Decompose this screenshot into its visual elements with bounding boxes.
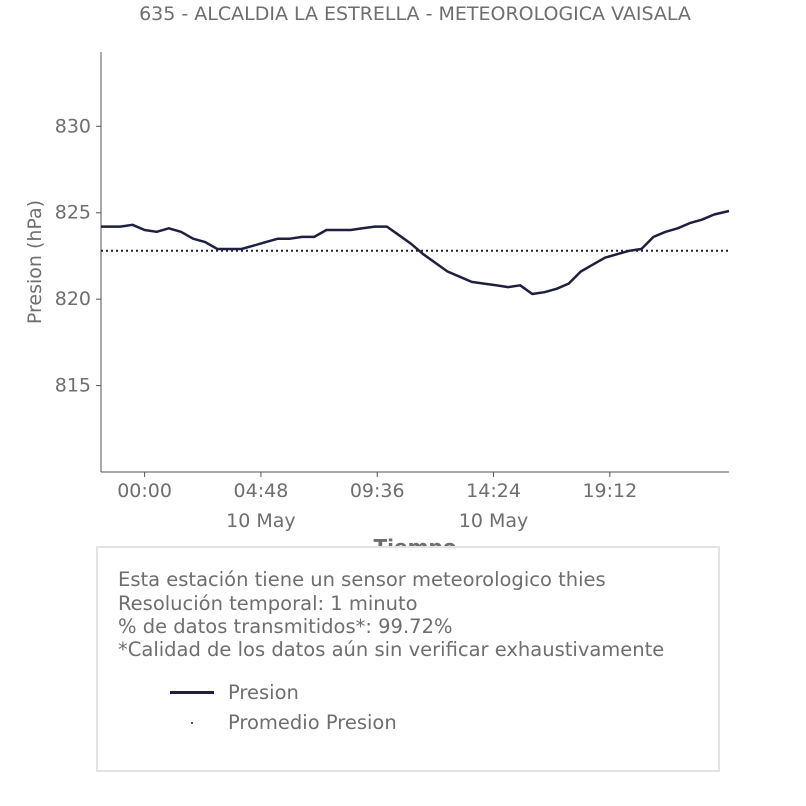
x-tick-label: 00:00 — [117, 480, 172, 502]
chart-axes — [96, 52, 729, 477]
y-tick-label: 815 — [55, 375, 91, 397]
legend-label-presion: Presion — [228, 681, 299, 704]
info-line-quality: *Calidad de los datos aún sin verificar … — [118, 638, 665, 661]
chart-labels: 815 820 825 830 00:00 04:48 10 May 09:36 14:24 10… — [24, 115, 637, 559]
y-axis-label: Presion (hPa) — [24, 200, 46, 324]
info-line-station: Esta estación tiene un sensor meteorolog… — [118, 568, 606, 591]
legend-label-promedio: Promedio Presion — [228, 711, 397, 734]
chart-svg: 815 820 825 830 00:00 04:48 10 May 09:36 14:24 10… — [24, 52, 730, 559]
info-line-resolution: Resolución temporal: 1 minuto — [118, 592, 418, 615]
chart-series — [101, 209, 730, 296]
x-tick-label: 04:48 — [234, 480, 289, 502]
legend-line-presion — [170, 691, 214, 694]
chart-title: 635 - ALCALDIA LA ESTRELLA - METEOROLOGI… — [139, 3, 691, 25]
x-tick-label: 09:36 — [350, 480, 405, 502]
y-tick-label: 830 — [55, 115, 91, 137]
x-tick-label: 19:12 — [582, 480, 637, 502]
x-tick-sublabel: 10 May — [459, 510, 529, 532]
y-tick-label: 825 — [55, 202, 91, 224]
x-tick-label: 14:24 — [466, 480, 521, 502]
info-box: Esta estación tiene un sensor meteorolog… — [96, 546, 720, 772]
y-tick-label: 820 — [55, 288, 91, 310]
info-line-transmitted: % de datos transmitidos*: 99.72% — [118, 615, 453, 638]
series-line-presion — [101, 209, 730, 296]
x-tick-sublabel: 10 May — [226, 510, 296, 532]
legend-marker-promedio — [191, 722, 193, 724]
